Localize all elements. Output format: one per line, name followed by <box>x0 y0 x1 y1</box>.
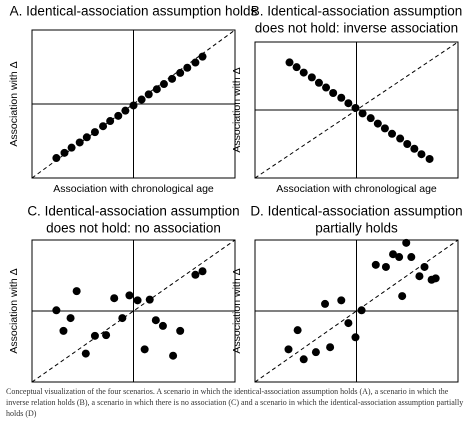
point <box>66 314 75 323</box>
point <box>398 292 407 301</box>
point <box>344 99 353 108</box>
caption: Conceptual visualization of the four sce… <box>6 387 464 418</box>
x-axis-label: Association with chronological age <box>53 183 214 195</box>
point <box>118 314 127 323</box>
point <box>102 331 111 340</box>
point <box>145 295 154 304</box>
y-axis-label: Association with Δ <box>8 268 20 353</box>
y-axis-label: Association with Δ <box>8 61 20 146</box>
point <box>431 274 440 283</box>
point <box>321 299 330 308</box>
point <box>357 306 366 315</box>
x-axis-label: Association with chronological age <box>276 183 437 195</box>
point <box>307 73 316 82</box>
y-axis-label: Association with Δ <box>231 268 243 353</box>
point <box>388 129 397 138</box>
point <box>285 58 294 67</box>
point <box>389 250 398 259</box>
panel-title: B. Identical-association assumption <box>251 4 463 19</box>
point <box>299 355 308 364</box>
point <box>358 109 367 118</box>
point <box>159 80 168 89</box>
point <box>114 111 123 120</box>
point <box>60 148 69 157</box>
y-axis-label: Association with Δ <box>231 67 243 152</box>
point <box>198 52 207 61</box>
panel-title: D. Identical-association assumption <box>250 204 462 219</box>
point <box>344 319 353 328</box>
point <box>293 326 302 335</box>
point <box>337 93 346 102</box>
point <box>52 154 61 163</box>
point <box>169 351 178 360</box>
panel-title: partially holds <box>315 221 398 236</box>
point <box>371 260 380 269</box>
point <box>337 296 346 305</box>
panel-title: does not hold: inverse association <box>255 21 458 36</box>
point <box>292 63 301 72</box>
point <box>373 119 382 128</box>
point <box>81 349 90 358</box>
point <box>417 150 426 159</box>
point <box>403 140 412 148</box>
point <box>151 316 160 325</box>
point <box>326 343 335 352</box>
point <box>59 326 68 335</box>
point <box>407 253 416 262</box>
point <box>329 89 338 97</box>
point <box>198 267 207 276</box>
point <box>72 287 81 296</box>
point <box>402 238 411 247</box>
point <box>420 262 429 271</box>
panel-title: A. Identical-association assumption hold… <box>10 4 258 19</box>
point <box>129 101 138 110</box>
point <box>396 134 405 143</box>
point <box>176 68 185 77</box>
point <box>284 345 293 354</box>
point <box>299 68 308 77</box>
point <box>90 331 99 340</box>
point <box>67 143 76 152</box>
point <box>137 95 146 104</box>
chart: A. Identical-association assumption hold… <box>8 4 463 399</box>
point <box>311 348 320 357</box>
point <box>125 291 134 300</box>
point <box>191 270 200 279</box>
point <box>168 74 177 83</box>
point <box>99 122 108 131</box>
point <box>183 63 192 72</box>
point <box>75 138 84 147</box>
point <box>314 78 323 87</box>
identity-line <box>31 239 236 383</box>
point <box>144 90 153 99</box>
point <box>90 128 99 137</box>
point <box>106 117 115 126</box>
point <box>52 306 61 315</box>
point <box>121 106 130 115</box>
point <box>176 326 185 335</box>
point <box>133 296 142 305</box>
point <box>158 321 167 330</box>
point <box>415 272 424 281</box>
point <box>380 124 389 133</box>
point <box>381 262 390 271</box>
point <box>366 114 375 123</box>
point <box>152 85 161 94</box>
point <box>82 133 91 142</box>
point <box>140 345 149 354</box>
point <box>351 333 360 342</box>
point <box>110 294 119 303</box>
point <box>395 253 404 262</box>
point <box>351 103 360 112</box>
point <box>191 58 200 67</box>
point <box>410 144 419 153</box>
point <box>322 83 331 92</box>
panel-title: does not hold: no association <box>46 221 221 236</box>
panel-title: C. Identical-association assumption <box>27 204 239 219</box>
point <box>425 154 434 163</box>
